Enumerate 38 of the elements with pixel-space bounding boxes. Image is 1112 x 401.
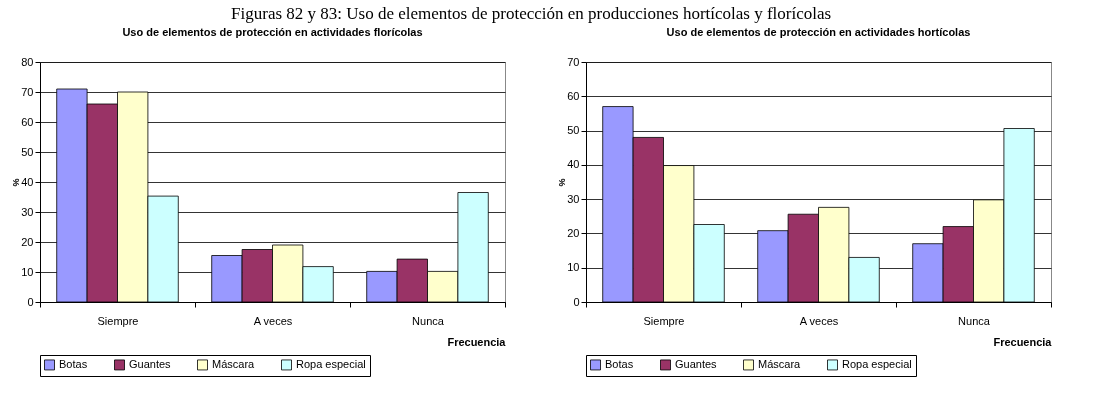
y-tick-label: 0	[27, 295, 34, 308]
y-tick-label: 10	[567, 261, 580, 274]
y-tick-label: 30	[567, 192, 580, 205]
chart-title: Uso de elementos de protección en actividades hortícolas	[666, 26, 971, 38]
y-tick-label: 50	[567, 124, 580, 137]
legend-label: Guantes	[129, 357, 172, 370]
legend-label: Ropa especial	[842, 357, 912, 370]
y-tick-label: 70	[567, 55, 580, 68]
y-tick-label: 40	[21, 175, 34, 188]
y-tick-label: 10	[21, 265, 34, 278]
legend-label: Guantes	[675, 357, 718, 370]
x-tick-label: Siempre	[97, 314, 139, 327]
x-axis-title: Frecuencia	[447, 335, 507, 348]
y-tick-label: 60	[567, 89, 580, 102]
y-tick-label: 30	[21, 205, 34, 218]
x-tick-label: A veces	[799, 314, 839, 327]
y-tick-label: 0	[573, 295, 580, 308]
x-axis-title: Frecuencia	[993, 335, 1053, 348]
chart-title: Uso de elementos de protección en actividades florícolas	[122, 26, 423, 38]
x-tick-label: Siempre	[643, 314, 685, 327]
legend-label: Botas	[59, 357, 88, 370]
y-tick-label: 40	[567, 158, 580, 171]
x-tick-label: Nunca	[958, 314, 991, 327]
y-tick-label: 50	[21, 145, 34, 158]
legend-label: Ropa especial	[296, 357, 366, 370]
y-tick-label: 20	[567, 226, 580, 239]
y-axis-title: %	[11, 178, 22, 187]
x-tick-label: Nunca	[412, 314, 445, 327]
legend-label: Máscara	[212, 357, 256, 370]
y-tick-label: 20	[21, 235, 34, 248]
y-axis-title: %	[557, 178, 568, 187]
x-tick-label: A veces	[253, 314, 293, 327]
y-tick-label: 60	[21, 115, 34, 128]
legend-label: Máscara	[758, 357, 802, 370]
y-tick-label: 80	[21, 55, 34, 68]
y-tick-label: 70	[21, 85, 34, 98]
legend-label: Botas	[605, 357, 634, 370]
text: Figuras 82 y 83: Uso de elementos de protección en producciones hortícolas y florícolas	[231, 3, 832, 23]
